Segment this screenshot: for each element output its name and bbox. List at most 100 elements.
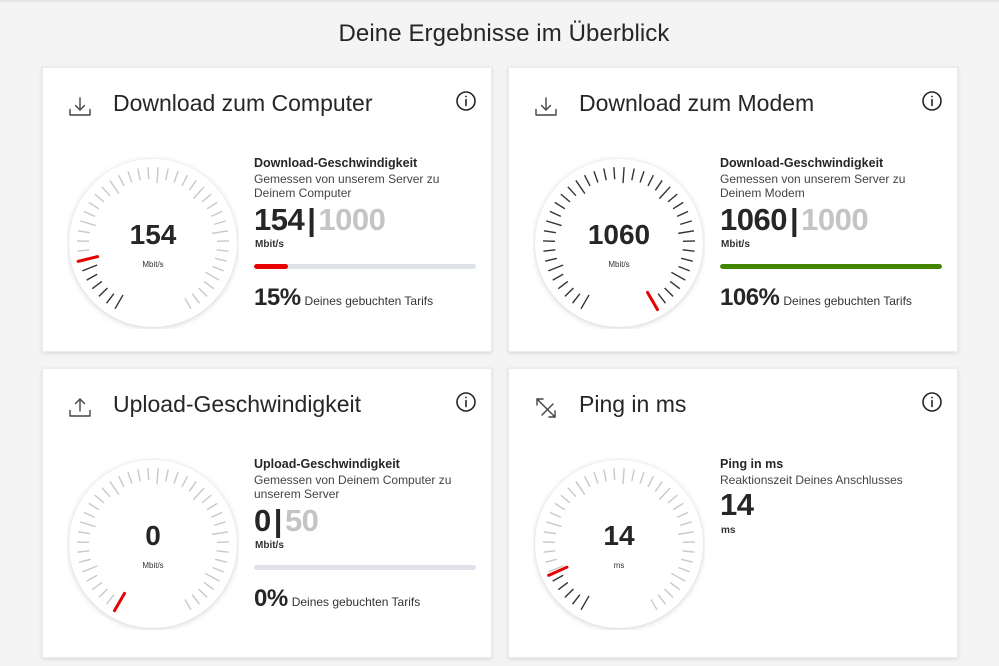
- gauge-tick: [105, 293, 115, 304]
- gauge-tick: [86, 273, 98, 281]
- gauge-tick: [173, 171, 179, 183]
- speed-gauge: 1060 Mbit/s: [533, 157, 705, 329]
- gauge-tick: [669, 280, 681, 290]
- tariff-progress-fill: [254, 264, 289, 269]
- gauge-needle: [76, 255, 100, 263]
- gauge-tick: [201, 193, 212, 203]
- gauge-tick: [639, 171, 645, 183]
- info-icon[interactable]: [921, 90, 943, 112]
- gauge-tick: [77, 550, 90, 553]
- gauge-face: [535, 159, 703, 327]
- gauge-value: 1060: [587, 219, 651, 250]
- gauge-tick: [631, 469, 635, 482]
- gauge-tick: [545, 257, 558, 262]
- gauge-tick: [680, 220, 692, 226]
- gauge-tick: [212, 230, 229, 235]
- gauge-tick: [583, 475, 591, 488]
- gauge-tick: [552, 574, 564, 582]
- gauge-tick: [543, 230, 556, 234]
- card-download-modem: Download zum Modem 1060 Mbit/s Download-…: [508, 67, 958, 352]
- gauge-tick: [127, 472, 133, 484]
- card-header: Ping in ms: [509, 369, 957, 439]
- gauge-tick: [83, 210, 96, 217]
- gauge-tick: [583, 174, 591, 187]
- gauge-tick: [181, 174, 189, 187]
- gauge-tick: [156, 167, 159, 184]
- gauge-tick: [82, 565, 98, 573]
- info-icon[interactable]: [455, 391, 477, 413]
- gauge-unit: Mbit/s: [608, 260, 630, 269]
- gauge-tick: [560, 494, 571, 504]
- gauge-tick: [580, 595, 590, 611]
- gauge-tick: [214, 521, 226, 527]
- gauge-tick: [173, 472, 179, 484]
- gauge-value: 154: [129, 219, 177, 250]
- gauge-tick: [603, 168, 607, 181]
- gauge-dial: [69, 460, 237, 628]
- percent-value: 0%: [254, 585, 288, 612]
- percent-text: Deines gebuchten Tarifs: [304, 294, 434, 308]
- download-icon: [69, 97, 91, 116]
- card-header: Download zum Computer: [43, 68, 491, 138]
- speed-unit: Mbit/s: [721, 239, 750, 250]
- measurement-description: Gemessen von unserem Server zu Deinem Mo…: [720, 172, 906, 200]
- gauge-tick: [147, 468, 150, 481]
- gauge-tick: [650, 599, 658, 611]
- measurement-label: Download-Geschwindigkeit: [254, 156, 418, 170]
- gauge-tick: [201, 494, 212, 504]
- speed-values: 0|50: [254, 503, 319, 539]
- gauge-tick: [198, 287, 208, 297]
- card-download-computer: Download zum Computer 154 Mbit/s Downloa…: [42, 67, 492, 352]
- percent-value: 106%: [720, 284, 780, 311]
- gauge-tick: [216, 249, 229, 252]
- speed-gauge: 154 Mbit/s: [67, 157, 239, 329]
- card-title: Download zum Computer: [113, 90, 373, 116]
- gauge-tick: [680, 257, 693, 262]
- gauge-tick: [554, 201, 566, 210]
- gauge-tick: [216, 550, 229, 553]
- gauge-tick: [91, 280, 103, 290]
- gauge-tick: [593, 171, 599, 183]
- gauge-tick: [192, 487, 205, 501]
- upload-icon: [69, 398, 91, 417]
- percent-text: Deines gebuchten Tarifs: [291, 595, 421, 609]
- info-icon[interactable]: [455, 90, 477, 112]
- tariff-percentage: 0% Deines gebuchten Tarifs: [254, 585, 420, 613]
- gauge-tick: [676, 210, 689, 217]
- gauge-tick: [667, 193, 678, 203]
- gauge-tick: [127, 171, 133, 183]
- gauge-tick: [184, 298, 192, 310]
- gauge-tick: [658, 487, 671, 501]
- gauge-tick: [580, 294, 590, 310]
- gauge-tick: [613, 468, 616, 481]
- measurement-label: Upload-Geschwindigkeit: [254, 457, 400, 471]
- gauge-tick: [672, 502, 684, 511]
- gauge-tick: [101, 487, 111, 498]
- ping-arrows-icon: [536, 398, 556, 418]
- gauge-tick: [77, 230, 90, 234]
- gauge-tick: [191, 594, 201, 605]
- tariff-progress-bar: [720, 264, 942, 269]
- gauge-tick: [77, 249, 90, 252]
- gauge-tick: [545, 558, 558, 563]
- gauge-tick: [672, 201, 684, 210]
- gauge-tick: [77, 531, 90, 535]
- gauge-needle: [646, 290, 659, 312]
- info-icon[interactable]: [921, 391, 943, 413]
- measurement-label: Ping in ms: [720, 457, 784, 471]
- gauge-tick: [669, 581, 681, 591]
- gauge-tick: [543, 249, 556, 252]
- gauge-tick: [105, 594, 115, 605]
- gauge-tick: [214, 220, 226, 226]
- gauge-tick: [203, 280, 215, 290]
- top-divider: [0, 0, 999, 2]
- gauge-unit: Mbit/s: [142, 561, 164, 570]
- gauge-dial: [535, 460, 703, 628]
- gauge-tick: [671, 271, 686, 281]
- measurement-description: Gemessen von unserem Server zu Deinem Co…: [254, 172, 440, 200]
- speed-gauge: 0 Mbit/s: [67, 458, 239, 630]
- gauge-tick: [156, 468, 159, 485]
- measurement-info: Download-Geschwindigkeit Gemessen von un…: [254, 156, 479, 200]
- gauge-tick: [549, 210, 562, 217]
- card-header: Download zum Modem: [509, 68, 957, 138]
